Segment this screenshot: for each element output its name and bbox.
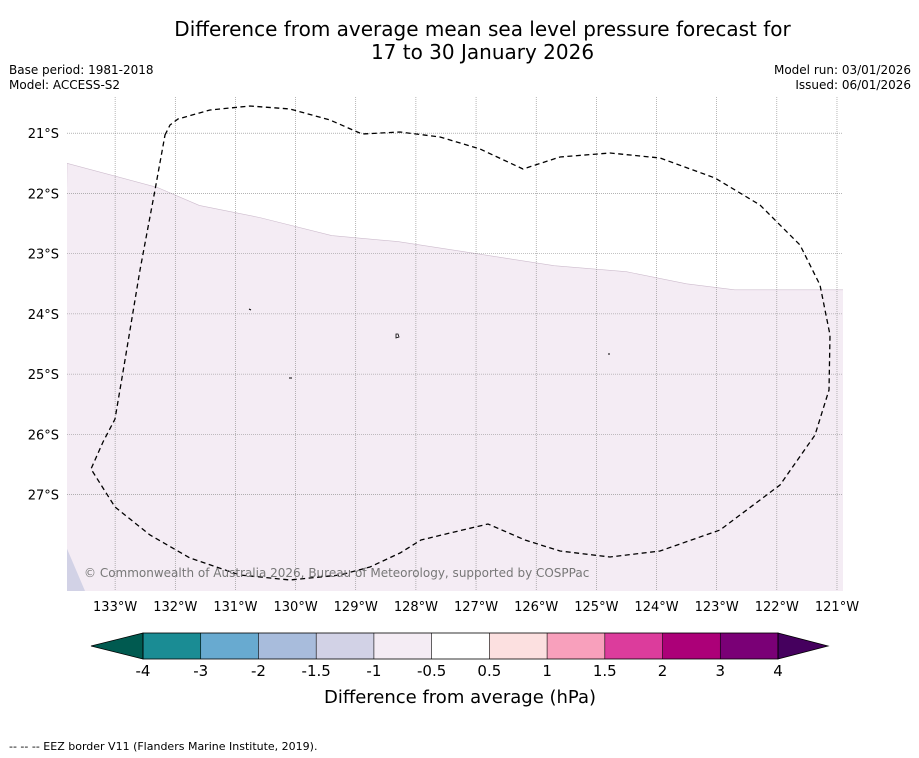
- lon-label: 126°W: [514, 600, 558, 615]
- colorbar-extend-high: [777, 632, 830, 660]
- below-average-field: [67, 162, 843, 591]
- longitude-labels: 133°W 132°W 131°W 130°W 129°W 128°W 127°W 126°W…: [93, 600, 859, 615]
- colorbar-tick-label: -0.5: [417, 662, 446, 680]
- lat-label: 26°S: [28, 428, 59, 443]
- lon-label: 127°W: [454, 600, 498, 615]
- colorbar-cell: [143, 633, 202, 659]
- lon-label: 133°W: [93, 600, 137, 615]
- gridlines: [67, 97, 843, 591]
- meta-right: Model run: 03/01/2026 Issued: 06/01/2026: [774, 63, 911, 93]
- colorbar-cell: [489, 633, 548, 659]
- colorbar-tick-label: -2: [251, 662, 266, 680]
- colorbar-cell: [547, 633, 606, 659]
- lat-label: 25°S: [28, 368, 59, 383]
- colorbar-cell: [604, 633, 663, 659]
- map-title: Difference from average mean sea level p…: [0, 18, 919, 64]
- base-period: Base period: 1981-2018: [9, 63, 154, 77]
- lat-label: 22°S: [28, 187, 59, 202]
- colorbar-cell: [431, 633, 490, 659]
- island-2: [395, 333, 400, 339]
- colorbar-tick-label: 1.5: [593, 662, 617, 680]
- model-run: Model run: 03/01/2026: [773, 63, 911, 77]
- colorbar-tick-label: 0.5: [477, 662, 501, 680]
- colorbar-tick-label: -4: [136, 662, 151, 680]
- lon-label: 124°W: [634, 600, 678, 615]
- lon-label: 123°W: [695, 600, 739, 615]
- copyright-text: © Commonwealth of Australia 2026, Bureau…: [84, 566, 589, 580]
- colorbar-label: Difference from average (hPa): [324, 687, 596, 708]
- lat-label: 21°S: [28, 127, 59, 142]
- colorbar-tick-label: -1.5: [302, 662, 331, 680]
- lat-label: 23°S: [28, 248, 59, 263]
- colorbar-cell: [373, 633, 432, 659]
- lon-label: 129°W: [334, 600, 378, 615]
- lat-label: 24°S: [28, 308, 59, 323]
- colorbar-cell: [720, 633, 779, 659]
- colorbar: -4 -3 -2 -1.5 -1 -0.5 0.5 1 1.5 2 3 4 Difference fr…: [90, 632, 830, 708]
- colorbar-tick-label: 4: [773, 662, 783, 680]
- title-line-2: 17 to 30 January 2026: [370, 40, 595, 64]
- colorbar-tick-label: 1: [542, 662, 552, 680]
- map-figure: © Commonwealth of Australia 2026, Bureau…: [28, 97, 859, 708]
- lon-label: 125°W: [574, 600, 618, 615]
- lon-label: 128°W: [394, 600, 438, 615]
- lon-label: 121°W: [815, 600, 859, 615]
- lon-label: 130°W: [274, 600, 318, 615]
- title-line-1: Difference from average mean sea level p…: [174, 17, 791, 41]
- latitude-labels: 21°S 22°S 23°S 24°S 25°S 26°S 27°S: [28, 127, 59, 503]
- eez-border: [90, 105, 831, 581]
- colorbar-tick-label: 2: [658, 662, 668, 680]
- colorbar-cell: [662, 633, 721, 659]
- colorbar-tick-label: -1: [366, 662, 381, 680]
- lon-label: 131°W: [213, 600, 257, 615]
- island-1: [248, 308, 252, 311]
- lon-label: 122°W: [755, 600, 799, 615]
- model-name: Model: ACCESS-S2: [9, 78, 121, 92]
- colorbar-cell: [200, 633, 259, 659]
- colorbar-ticks: -4 -3 -2 -1.5 -1 -0.5 0.5 1 1.5 2 3 4: [136, 633, 783, 680]
- colorbar-cell: [258, 633, 317, 659]
- colorbar-cell: [316, 633, 375, 659]
- map-area: © Commonwealth of Australia 2026, Bureau…: [67, 97, 843, 591]
- lat-label: 27°S: [28, 489, 59, 504]
- issued-date: Issued: 06/01/2026: [795, 78, 911, 92]
- colorbar-cells: [143, 633, 779, 659]
- lon-label: 132°W: [153, 600, 197, 615]
- low-anomaly-field: [67, 548, 85, 591]
- colorbar-tick-label: 3: [715, 662, 725, 680]
- eez-legend: -- -- -- EEZ border V11 (Flanders Marine…: [9, 740, 318, 753]
- colorbar-tick-label: -3: [193, 662, 208, 680]
- meta-left: Base period: 1981-2018 Model: ACCESS-S2: [9, 63, 154, 93]
- colorbar-extend-low: [90, 632, 144, 660]
